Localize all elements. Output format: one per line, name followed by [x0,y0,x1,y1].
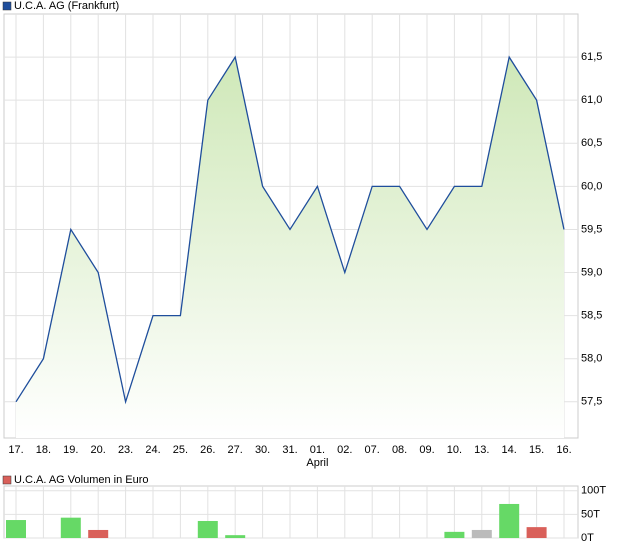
x-tick-label: 19. [63,444,78,456]
volume-bar [60,517,81,538]
x-tick-label: 30. [255,444,270,456]
x-tick-label: 20. [91,444,106,456]
x-tick-label: 24. [145,444,160,456]
y-tick-label: 60,5 [581,137,602,149]
x-tick-label: 15. [529,444,544,456]
y-tick-label: 58,5 [581,310,602,322]
x-tick-label: 17. [8,444,23,456]
volume-bar [499,503,520,538]
legend-label: U.C.A. AG (Frankfurt) [14,0,119,12]
volume-bar [6,520,26,538]
volume-bar [225,535,246,538]
y-tick-label: 58,0 [581,353,602,365]
y-tick-label: 100T [581,485,606,497]
legend-label: U.C.A. AG Volumen in Euro [14,474,149,486]
volume-bar [526,527,547,538]
x-tick-label: 16. [556,444,571,456]
volume-bar [471,529,492,538]
x-tick-label: 26. [200,444,215,456]
x-group-label: April [306,457,328,469]
x-tick-label: 02. [337,444,352,456]
x-tick-label: 18. [36,444,51,456]
y-tick-label: 61,0 [581,94,602,106]
x-tick-label: 13. [474,444,489,456]
x-tick-label: 10. [447,444,462,456]
x-tick-label: 09. [419,444,434,456]
volume-bar [197,520,218,538]
line [15,55,565,405]
x-tick-label: 25. [173,444,188,456]
y-tick-label: 59,5 [581,223,602,235]
y-tick-label: 60,0 [581,180,602,192]
y-tick-label: 61,5 [581,51,602,63]
x-tick-label: 27. [228,444,243,456]
y-tick-label: 57,5 [581,396,602,408]
y-tick-label: 50T [581,508,600,520]
legend-swatch [2,1,12,11]
legend-swatch [2,475,12,485]
x-tick-label: 08. [392,444,407,456]
x-tick-label: 14. [502,444,517,456]
x-tick-label: 23. [118,444,133,456]
x-tick-label: 07. [365,444,380,456]
plot-area [3,485,579,539]
volume-bar [444,531,465,538]
y-tick-label: 0T [581,532,594,544]
area [16,57,564,439]
x-tick-label: 31. [282,444,297,456]
y-tick-label: 59,0 [581,266,602,278]
x-tick-label: 01. [310,444,325,456]
volume-bar [88,529,109,538]
